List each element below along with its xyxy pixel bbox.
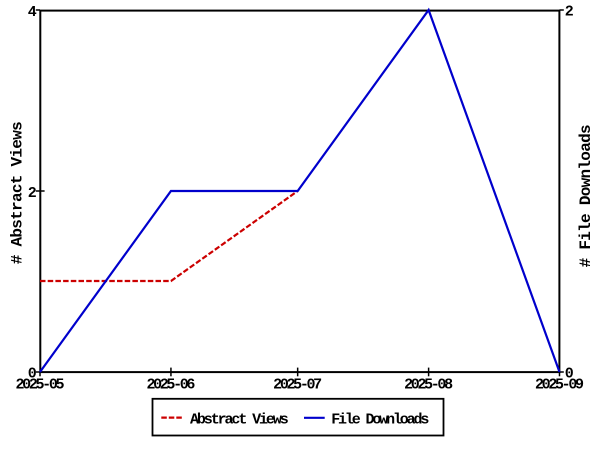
svg-text:Abstract Views: Abstract Views — [190, 412, 289, 429]
svg-text:2: 2 — [565, 3, 574, 20]
svg-text:2025-07: 2025-07 — [273, 377, 322, 394]
svg-text:2025-06: 2025-06 — [146, 377, 195, 394]
svg-text:File Downloads: File Downloads — [331, 412, 429, 429]
svg-text:4: 4 — [28, 4, 37, 21]
svg-text:2025-05: 2025-05 — [16, 377, 65, 394]
svg-text:2025-09: 2025-09 — [535, 377, 584, 394]
svg-text:0: 0 — [565, 365, 574, 382]
svg-text:2: 2 — [28, 185, 37, 202]
svg-text:# File Downloads: # File Downloads — [577, 124, 595, 267]
svg-text:0: 0 — [28, 365, 37, 382]
svg-text:# Abstract Views: # Abstract Views — [8, 121, 26, 264]
svg-text:2025-08: 2025-08 — [404, 377, 453, 394]
